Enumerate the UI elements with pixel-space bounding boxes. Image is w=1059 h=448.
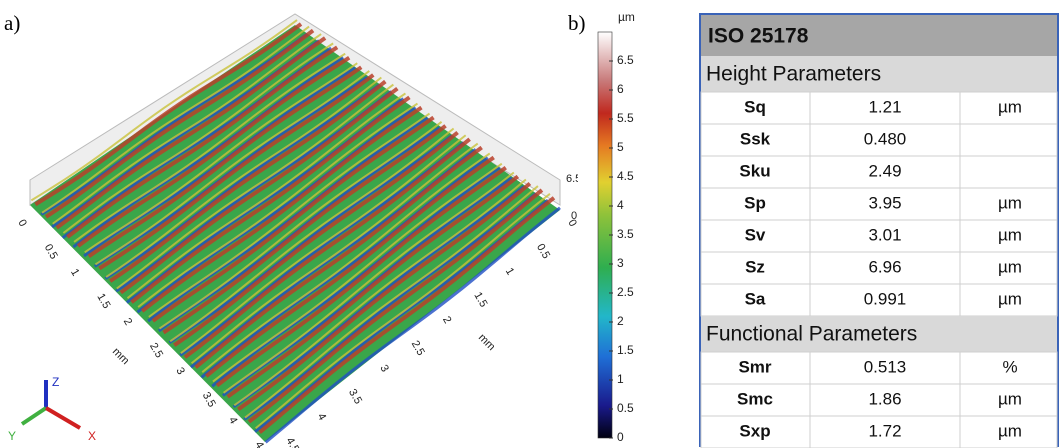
param-unit: µm [998, 421, 1022, 440]
z-tick-label: 0 [571, 210, 577, 222]
param-name: Sp [744, 193, 766, 212]
param-name: Smc [737, 389, 773, 408]
colorbar-tick-label: 1.5 [617, 343, 634, 357]
x-tick-label: 1.5 [94, 292, 112, 311]
colorbar-ticks: 0 0.5 1 1.5 2 2.5 3 3.5 4 4.5 5 5.5 6 6.5 [609, 53, 634, 444]
param-unit: µm [998, 97, 1022, 116]
colorbar-unit: µm [618, 10, 635, 24]
param-name: Sa [745, 289, 766, 308]
y-axis-label: mm [476, 332, 497, 353]
param-name: Sv [745, 225, 766, 244]
x-tick-label: 2.5 [147, 341, 165, 360]
x-tick-label: 3.5 [200, 390, 218, 409]
param-name: Sz [745, 257, 765, 276]
triad-y [22, 408, 46, 424]
param-unit: µm [998, 389, 1022, 408]
param-value: 0.513 [864, 357, 907, 376]
triad-label: Z [52, 375, 59, 389]
colorbar-tick-label: 5 [617, 140, 624, 154]
colorbar-tick-label: 0 [617, 430, 624, 444]
x-tick-label: 0.5 [42, 242, 60, 261]
colorbar-tick-label: 4 [617, 198, 624, 212]
colorbar-tick-label: 3.5 [617, 227, 634, 241]
table-title: ISO 25178 [708, 25, 809, 48]
param-value: 1.21 [868, 97, 901, 116]
param-value: 6.96 [868, 257, 901, 276]
x-tick-label: 4 [226, 415, 239, 426]
colorbar-tick-label: 0.5 [617, 401, 634, 415]
y-tick-label: 3.5 [346, 387, 364, 406]
surface [30, 20, 560, 442]
panel-label: b) [568, 11, 586, 35]
param-value: 3.01 [868, 225, 901, 244]
param-name: Ssk [740, 129, 771, 148]
y-tick-label: 4.5 [283, 436, 301, 448]
panel-label: a) [4, 11, 20, 35]
param-value: 0.480 [864, 129, 907, 148]
param-unit: µm [998, 257, 1022, 276]
param-unit: % [1002, 357, 1017, 376]
z-tick-label: 6.5 [566, 173, 581, 185]
param-value: 2.49 [868, 161, 901, 180]
section-title: Height Parameters [706, 63, 881, 86]
y-tick-label: 4 [315, 411, 328, 422]
param-name: Smr [738, 357, 771, 376]
x-tick-label: 3 [173, 366, 186, 377]
y-tick-label: 1 [503, 266, 516, 277]
param-name: Sxp [739, 421, 770, 440]
table-body: Height Parameters Sq 1.21 µm Ssk 0.480 Sku 2.49… [701, 56, 1057, 448]
colorbar-tick-label: 6.5 [617, 53, 634, 67]
x-tick-label: 1 [68, 267, 81, 278]
figure-canvas: a) b) 0 0.5 1 1.5 2 2.5 3 3.5 4 4.5 mm 0 0.5 1 1.5 2 2.5… [0, 0, 1059, 448]
param-unit: µm [998, 193, 1022, 212]
colorbar-tick-label: 2.5 [617, 285, 634, 299]
param-name: Sq [744, 97, 766, 116]
y-tick-label: 2 [440, 314, 453, 325]
param-value: 3.95 [868, 193, 901, 212]
param-unit: µm [998, 289, 1022, 308]
y-tick-label: 1.5 [471, 290, 489, 309]
figure: a) b) 0 0.5 1 1.5 2 2.5 3 3.5 4 4.5 mm 0 0.5 1 1.5 2 2.5… [0, 0, 1059, 448]
section-title: Functional Parameters [706, 323, 917, 346]
colorbar-tick-label: 5.5 [617, 111, 634, 125]
colorbar-tick-label: 4.5 [617, 169, 634, 183]
x-axis-label: mm [110, 346, 131, 367]
param-name: Sku [739, 161, 770, 180]
param-value: 1.72 [868, 421, 901, 440]
colorbar-tick-label: 3 [617, 256, 624, 270]
param-value: 1.86 [868, 389, 901, 408]
y-tick-label: 3 [377, 363, 390, 374]
param-value: 0.991 [864, 289, 907, 308]
triad-label: Y [8, 429, 16, 443]
y-tick-label: 2.5 [409, 339, 427, 358]
x-tick-label: 0 [15, 218, 28, 229]
triad-x [46, 408, 80, 428]
param-unit: µm [998, 225, 1022, 244]
triad-label: X [88, 429, 96, 443]
colorbar-tick-label: 2 [617, 314, 624, 328]
colorbar-tick-label: 6 [617, 82, 624, 96]
x-tick-label: 2 [121, 316, 134, 327]
colorbar-tick-label: 1 [617, 372, 624, 386]
y-tick-label: 0.5 [534, 242, 552, 261]
